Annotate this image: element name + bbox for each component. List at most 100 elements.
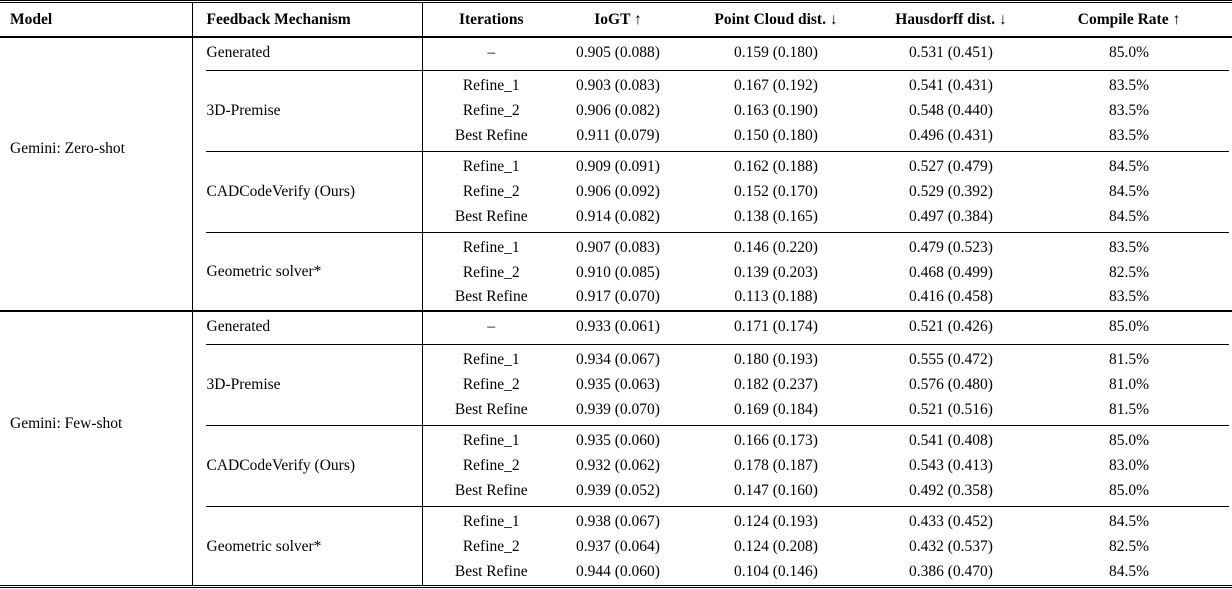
divider-segment-right — [422, 68, 1232, 72]
cell-hausdorff-dist: 0.576 (0.480) — [909, 375, 993, 393]
cell-iogt: 0.914 (0.082) — [576, 207, 660, 225]
group-divider — [0, 504, 1232, 508]
divider-line — [205, 505, 422, 507]
table-row: Best Refine 0.917 (0.070) 0.113 (0.188) 0.4… — [0, 284, 1232, 311]
cell-hausdorff-dist: 0.521 (0.516) — [909, 400, 993, 418]
table-row: 3D-Premise Refine_1 0.934 (0.067) 0.180 (0.… — [0, 346, 1232, 423]
cell-compile-rate: 82.5% — [1108, 263, 1150, 281]
group-divider — [0, 149, 1232, 153]
cell-iteration: Refine_2 — [462, 537, 520, 555]
cell-model: Gemini: Few-shot — [0, 310, 193, 585]
divider-line — [422, 505, 1229, 507]
cell-point-cloud-dist: 0.182 (0.237) — [734, 375, 818, 393]
cell-iogt: 0.939 (0.052) — [576, 481, 660, 499]
cell-point-cloud-dist: 0.159 (0.180) — [734, 44, 818, 61]
divider-segment-left — [192, 68, 423, 72]
table-row: Refine_2 0.937 (0.064) 0.124 (0.208) 0.432 … — [0, 535, 1232, 558]
table-row: Best Refine 0.911 (0.079) 0.150 (0.180) 0.4… — [0, 122, 1232, 149]
cell-iogt: 0.938 (0.067) — [576, 512, 660, 530]
group-divider — [0, 230, 1232, 234]
cell-compile-rate: 81.5% — [1108, 400, 1150, 418]
group-divider — [0, 423, 1232, 427]
divider-line — [422, 150, 1229, 152]
cell-point-cloud-dist: 0.163 (0.190) — [734, 101, 818, 119]
col-header-feedback-mechanism: Feedback Mechanism — [192, 3, 423, 38]
table-body: Gemini: Zero-shot Generated –0.905 (0.088)… — [0, 37, 1232, 585]
col-header-compile-rate: Compile Rate ↑ — [1026, 3, 1232, 38]
cell-compile-rate: 84.5% — [1108, 512, 1150, 530]
cell-compile-rate: 83.5% — [1108, 126, 1150, 144]
cell-iteration: Refine_1 — [462, 350, 520, 368]
cell-hausdorff-dist: 0.527 (0.479) — [909, 157, 993, 175]
group-divider — [0, 68, 1232, 72]
table-row: Best Refine 0.914 (0.082) 0.138 (0.165) 0.4… — [0, 203, 1232, 230]
cell-feedback-mechanism: 3D-Premise — [192, 72, 423, 149]
divider-segment-right — [422, 504, 1232, 508]
divider-segment-left — [192, 149, 423, 153]
table-row: Geometric solver* Refine_1 0.938 (0.067) 0.… — [0, 508, 1232, 585]
table-row: CADCodeVerify (Ours) Refine_1 0.935 (0.060… — [0, 427, 1232, 504]
cell-iogt: 0.935 (0.063) — [576, 375, 660, 393]
divider-segment-right — [422, 423, 1232, 427]
cell-hausdorff-dist: 0.548 (0.440) — [909, 101, 993, 119]
cell-iogt: 0.937 (0.064) — [576, 537, 660, 555]
table-row: CADCodeVerify (Ours) Refine_1 0.909 (0.091… — [0, 153, 1232, 230]
cell-iteration: Refine_2 — [462, 456, 520, 474]
divider-line — [422, 231, 1229, 233]
cell-iteration: Refine_1 — [462, 238, 520, 256]
cell-point-cloud-dist: 0.124 (0.193) — [734, 512, 818, 530]
cell-feedback-mechanism: 3D-Premise — [192, 346, 423, 423]
cell-iogt: 0.917 (0.070) — [576, 288, 660, 305]
cell-iogt: 0.907 (0.083) — [576, 238, 660, 256]
table-row: Best Refine 0.939 (0.052) 0.147 (0.160) 0.4… — [0, 477, 1232, 504]
cell-iteration: – — [487, 44, 496, 61]
cell-iteration: Best Refine — [454, 126, 528, 144]
cell-compile-rate: 85.0% — [1108, 481, 1150, 499]
col-header-iterations: Iterations — [422, 3, 560, 38]
divider-line — [422, 424, 1229, 426]
cell-hausdorff-dist: 0.543 (0.413) — [909, 456, 993, 474]
cell-point-cloud-dist: 0.113 (0.188) — [734, 288, 818, 305]
cell-point-cloud-dist: 0.166 (0.173) — [734, 431, 818, 449]
cell-point-cloud-dist: 0.167 (0.192) — [734, 76, 818, 94]
cell-hausdorff-dist: 0.497 (0.384) — [909, 207, 993, 225]
cell-iogt: 0.910 (0.085) — [576, 263, 660, 281]
col-header-iogt: IoGT ↑ — [560, 3, 676, 38]
cell-feedback-mechanism: Geometric solver* — [192, 508, 423, 585]
cell-hausdorff-dist: 0.386 (0.470) — [909, 562, 993, 580]
cell-iteration: Best Refine — [454, 288, 528, 305]
divider-segment-left — [192, 230, 423, 234]
table-header: Model Feedback Mechanism Iterations IoGT… — [0, 3, 1232, 38]
col-header-hausdorff-dist: Hausdorff dist. ↓ — [876, 3, 1026, 38]
divider-line — [205, 150, 422, 152]
cell-iogt: 0.935 (0.060) — [576, 431, 660, 449]
cell-feedback-mechanism: CADCodeVerify (Ours) — [192, 427, 423, 504]
cell-iogt: 0.933 (0.061) — [560, 310, 676, 342]
cell-compile-rate: 84.5% — [1108, 207, 1150, 225]
cell-iogt: 0.906 (0.092) — [576, 182, 660, 200]
col-header-point-cloud-dist: Point Cloud dist. ↓ — [676, 3, 876, 38]
group-divider — [0, 342, 1232, 346]
table-row: Best Refine 0.939 (0.070) 0.169 (0.184) 0.5… — [0, 396, 1232, 423]
cell-iteration: Best Refine — [454, 207, 528, 225]
cell-iteration: Refine_1 — [462, 157, 520, 175]
cell-point-cloud-dist: 0.169 (0.184) — [734, 400, 818, 418]
cell-iogt: 0.903 (0.083) — [576, 76, 660, 94]
cell-compile-rate: 84.5% — [1108, 182, 1150, 200]
cell-iogt: 0.911 (0.079) — [576, 126, 660, 144]
cell-feedback-mechanism: CADCodeVerify (Ours) — [192, 153, 423, 230]
cell-iogt: 0.939 (0.070) — [576, 400, 660, 418]
table-row: Gemini: Few-shot Generated –0.933 (0.061) 0… — [0, 310, 1232, 585]
cell-feedback-mechanism: Generated — [192, 310, 423, 342]
cell-compile-rate: 83.5% — [1108, 76, 1150, 94]
cell-iteration: Refine_2 — [462, 263, 520, 281]
cell-compile-rate: 85.0% — [1026, 310, 1232, 342]
cell-point-cloud-dist: 0.171 (0.174) — [676, 310, 876, 342]
cell-iogt: 0.934 (0.067) — [576, 350, 660, 368]
header-row: Model Feedback Mechanism Iterations IoGT… — [0, 3, 1232, 38]
cell-compile-rate: 83.5% — [1108, 288, 1150, 305]
cell-compile-rate: 85.0% — [1108, 431, 1150, 449]
cell-feedback-mechanism: Geometric solver* — [192, 234, 423, 311]
cell-iteration: Best Refine — [454, 562, 528, 580]
